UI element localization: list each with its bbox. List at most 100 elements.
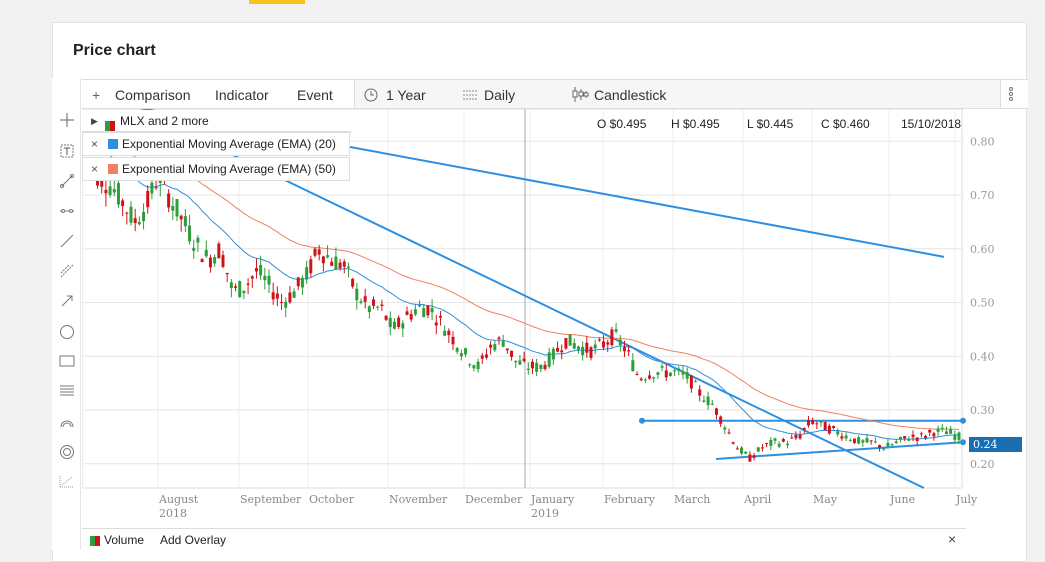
candle-body [464, 348, 468, 355]
candle-body [777, 443, 781, 447]
support-line [715, 441, 964, 460]
ray-icon[interactable] [57, 234, 77, 254]
more-icon[interactable] [1008, 86, 1014, 105]
candle-body [539, 364, 543, 369]
interval-selector[interactable]: Daily [484, 87, 516, 103]
candle-body [259, 264, 263, 276]
candle-body [706, 396, 710, 406]
indicator-button[interactable]: Indicator [215, 87, 269, 103]
candle-body [200, 259, 204, 263]
plus-icon: + [92, 87, 101, 103]
legend-ema50[interactable]: × Exponential Moving Average (EMA) (50) [82, 157, 350, 181]
crosshair-icon[interactable] [57, 113, 77, 133]
add-overlay-button[interactable]: Add Overlay [160, 533, 227, 547]
candle-body [468, 364, 472, 366]
candle-body [392, 321, 396, 329]
expand-icon[interactable]: ▶ [91, 116, 98, 126]
rectangle-shape-icon[interactable] [57, 354, 77, 374]
text-icon[interactable] [57, 144, 77, 164]
legend-main[interactable]: ▶ MLX and 2 more [82, 110, 352, 132]
chart-type-selector[interactable]: Candlestick [594, 87, 667, 103]
candle-body [610, 329, 614, 346]
channel-icon[interactable] [57, 264, 77, 284]
candle-body [300, 277, 304, 288]
candle-body [744, 451, 748, 454]
candle-body [765, 443, 769, 445]
candle-body [819, 420, 823, 423]
candle-body [585, 342, 589, 353]
range-selector[interactable]: 1 Year [386, 87, 426, 103]
candle-body [606, 342, 610, 345]
candle-body [593, 344, 597, 349]
comparison-button[interactable]: Comparison [115, 87, 191, 103]
candle-body [434, 322, 438, 326]
event-button[interactable]: Event [297, 87, 333, 103]
candle-body [175, 199, 179, 217]
x-tick-label: June [889, 493, 915, 506]
candle-body [836, 431, 840, 435]
candle-body [932, 433, 936, 437]
ohlc-low: L $0.445 [747, 117, 794, 131]
candle-body [497, 337, 501, 340]
candle-body [823, 422, 827, 431]
top-strip [0, 0, 1045, 5]
horizontal-line-icon[interactable] [57, 204, 77, 224]
candle-body [192, 247, 196, 251]
x-tick-label: February [604, 493, 656, 506]
candle-body [505, 348, 509, 351]
candle-body [940, 427, 944, 429]
candle-body [501, 341, 505, 347]
candle-body [639, 378, 643, 381]
candle-body [802, 427, 806, 430]
candle-body [944, 431, 948, 435]
candle-body [924, 435, 928, 438]
candle-body [811, 420, 815, 424]
candle-body [213, 257, 217, 264]
candle-body [652, 377, 656, 379]
candle-body [928, 429, 932, 433]
candle-body [915, 437, 919, 442]
candle-body [334, 256, 338, 270]
candle-body [313, 248, 317, 256]
candles [83, 148, 961, 462]
candle-body [827, 425, 831, 434]
legend-ema20[interactable]: × Exponential Moving Average (EMA) (20) [82, 132, 350, 156]
arrow-icon[interactable] [57, 294, 77, 314]
candle-body [798, 434, 802, 439]
volume-panel-header: Volume Add Overlay × [82, 528, 966, 549]
line-icon[interactable] [57, 174, 77, 194]
candle-body [137, 222, 141, 225]
page-title: Price chart [73, 42, 156, 59]
candle-body [455, 347, 459, 352]
fan-icon[interactable] [57, 414, 77, 434]
candle-body [735, 448, 739, 450]
pattern-icon[interactable] [57, 474, 77, 494]
candle-body [694, 381, 698, 383]
candle-body [397, 317, 401, 327]
candle-body [480, 355, 484, 359]
candle-body [848, 440, 852, 442]
candle-body [643, 379, 647, 381]
candle-body [121, 200, 125, 207]
candle-body [204, 249, 208, 257]
close-icon[interactable]: × [948, 531, 957, 547]
target-icon[interactable] [57, 444, 77, 464]
candle-body [781, 439, 785, 442]
candle-body [760, 447, 764, 449]
candle-body [338, 262, 342, 269]
fibonacci-icon[interactable] [57, 384, 77, 404]
candle-body [618, 339, 622, 346]
trendline-main [181, 129, 925, 489]
drawing-toolbar [52, 78, 81, 550]
candle-body [748, 454, 752, 462]
close-icon[interactable]: × [91, 137, 99, 151]
circle-icon[interactable] [57, 324, 77, 344]
y-tick-label: 0.30 [970, 404, 995, 417]
close-icon[interactable]: × [91, 162, 99, 176]
candle-body [852, 438, 856, 443]
candle-body [551, 348, 555, 360]
y-tick-label: 0.80 [970, 135, 995, 148]
candle-body [342, 261, 346, 267]
candle-body [568, 334, 572, 346]
